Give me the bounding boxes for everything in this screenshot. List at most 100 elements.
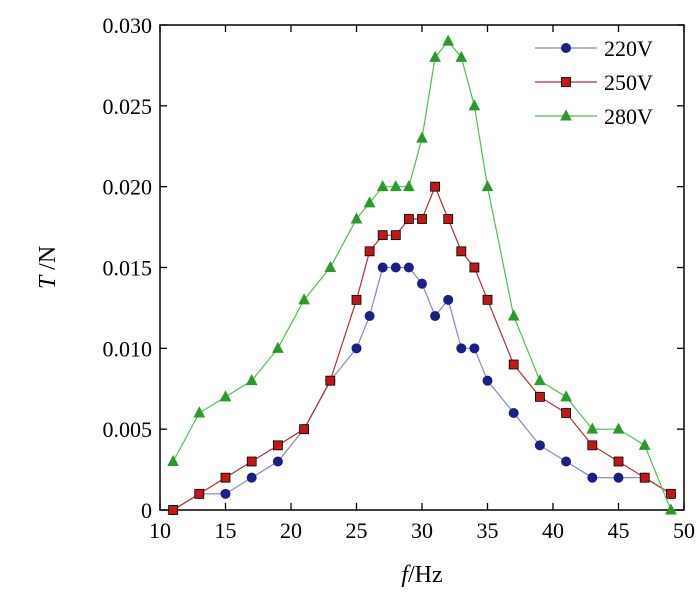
data-point <box>429 50 441 62</box>
y-tick-label: 0.025 <box>103 94 153 119</box>
data-point <box>403 180 415 192</box>
data-point <box>442 34 455 46</box>
data-point <box>666 488 676 499</box>
series-220v <box>168 262 676 515</box>
data-point <box>246 456 257 467</box>
x-tick-label: 50 <box>673 518 695 543</box>
legend-label: 280V <box>604 104 653 129</box>
data-point <box>443 294 454 305</box>
data-point <box>417 214 427 224</box>
ticks: 10 15 20 25 30 35 40 45 50 0 0.005 0.010 0.015 0.020 0… <box>103 13 696 543</box>
data-point <box>168 505 179 515</box>
x-tick-label: 45 <box>608 518 630 543</box>
data-point <box>193 406 206 418</box>
data-point <box>469 262 480 273</box>
data-point <box>430 181 441 192</box>
data-point <box>561 456 572 467</box>
data-point <box>507 309 520 321</box>
data-point <box>613 472 624 483</box>
data-point <box>456 246 467 257</box>
data-point <box>612 422 625 434</box>
y-tick-label: 0.020 <box>103 175 153 200</box>
data-point <box>417 278 427 289</box>
data-point <box>443 214 454 224</box>
legend-item: 280V <box>535 104 653 129</box>
x-tick-label: 20 <box>280 518 302 543</box>
legend-item: 220V <box>535 36 653 61</box>
legend-item: 250V <box>535 70 653 95</box>
data-point <box>298 293 310 305</box>
y-tick-label: 0.010 <box>103 336 153 361</box>
x-tick-label: 35 <box>477 518 499 543</box>
x-tick-label: 40 <box>542 518 564 543</box>
data-point <box>377 230 388 241</box>
x-axis-title: f/Hz <box>401 562 442 588</box>
data-point <box>639 472 650 483</box>
series-layer <box>167 34 677 515</box>
legend: 220V 250V 280V <box>535 36 653 129</box>
axes <box>159 24 685 511</box>
data-point <box>430 311 441 321</box>
data-point <box>324 260 337 272</box>
y-axis-unit: /N <box>35 246 61 276</box>
plot-frame <box>159 24 685 511</box>
data-point <box>561 408 571 418</box>
legend-marker <box>560 109 572 121</box>
data-point <box>508 408 519 418</box>
y-tick-label: 0.005 <box>103 417 153 442</box>
data-point <box>587 440 598 451</box>
x-axis-variable: f <box>401 562 411 588</box>
data-point <box>351 294 362 305</box>
series-line <box>172 40 672 511</box>
data-point <box>534 440 545 451</box>
data-point <box>351 343 362 354</box>
series-280v <box>167 34 677 515</box>
data-point <box>377 262 388 273</box>
data-point <box>455 50 468 62</box>
data-point <box>560 390 572 402</box>
data-point <box>390 262 401 273</box>
data-point <box>482 375 493 386</box>
data-point <box>194 488 205 499</box>
data-point <box>364 311 375 321</box>
legend-label: 220V <box>604 36 653 61</box>
legend-marker <box>561 77 571 87</box>
y-tick-label: 0.030 <box>103 13 153 38</box>
x-axis-unit: /Hz <box>408 562 443 588</box>
data-point <box>220 488 231 499</box>
data-point <box>272 341 284 353</box>
data-point <box>469 343 480 354</box>
legend-label: 250V <box>604 70 653 95</box>
data-point <box>325 375 336 386</box>
data-point <box>364 246 375 257</box>
data-point <box>403 262 414 273</box>
data-point <box>390 230 401 241</box>
data-point <box>403 214 414 224</box>
x-tick-label: 25 <box>346 518 368 543</box>
y-axis-variable: T <box>35 274 61 289</box>
data-point <box>219 390 232 402</box>
data-point <box>638 438 651 450</box>
data-point <box>665 503 677 515</box>
data-point <box>587 472 598 483</box>
series-250v <box>168 181 676 515</box>
data-point <box>272 440 283 451</box>
data-point <box>613 456 624 467</box>
data-point <box>508 359 519 370</box>
x-tick-label: 30 <box>411 518 433 543</box>
x-tick-label: 10 <box>149 518 171 543</box>
data-point <box>299 424 310 435</box>
data-point <box>586 422 599 434</box>
data-point <box>272 456 283 467</box>
y-tick-label: 0.015 <box>103 256 153 281</box>
data-point <box>246 472 257 483</box>
series-line <box>172 266 672 511</box>
data-point <box>416 131 428 143</box>
data-point <box>245 374 258 386</box>
data-point <box>534 374 546 386</box>
data-point <box>167 454 179 466</box>
data-point <box>535 391 545 402</box>
data-point <box>376 180 389 192</box>
data-point <box>220 472 231 483</box>
